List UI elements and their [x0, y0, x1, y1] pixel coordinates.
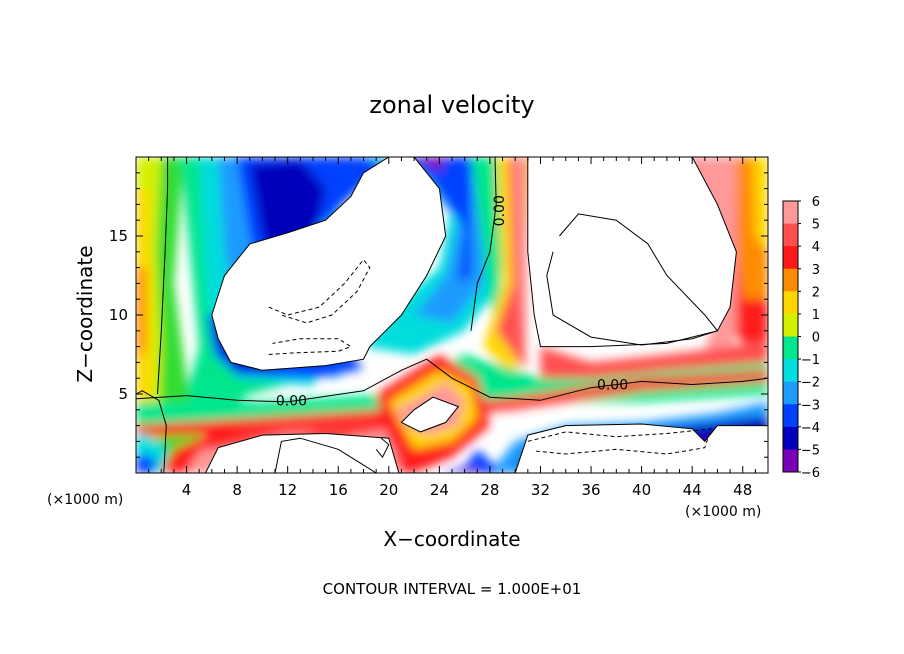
colorbar-label-10: −4 — [801, 421, 820, 436]
colorbar-label-6: 0 — [812, 331, 820, 346]
x-unit-left: (×1000 m) — [47, 492, 123, 508]
saturated-region-0 — [211, 157, 447, 371]
saturated-region-2 — [204, 432, 400, 473]
saturated-region-1 — [527, 157, 737, 348]
x-tick-label-3: 16 — [329, 481, 348, 499]
contour-line-6 — [375, 437, 390, 459]
contour-label-1: 0.00 — [492, 195, 508, 226]
contour-line-1 — [157, 157, 169, 395]
x-tick-label-0: 4 — [182, 481, 192, 499]
colorbar-swatch-9 — [783, 404, 798, 428]
x-tick-label-7: 32 — [531, 481, 550, 499]
colorbar-label-0: 6 — [812, 195, 820, 210]
colorbar-label-7: −1 — [801, 353, 820, 368]
colorbar-label-9: −3 — [801, 398, 820, 413]
colorbar-swatch-7 — [783, 359, 798, 383]
saturated-region-4 — [400, 396, 460, 433]
x-tick-label-10: 44 — [683, 481, 702, 499]
x-tick-label-5: 24 — [430, 481, 449, 499]
colorbar-label-2: 4 — [812, 240, 820, 255]
contour-line-7 — [268, 258, 371, 324]
contour-lines — [136, 157, 768, 473]
colorbar-swatch-2 — [783, 246, 798, 270]
x-tick-label-2: 12 — [278, 481, 297, 499]
field-region-32 — [439, 449, 503, 473]
colorbar-label-12: −6 — [801, 466, 820, 481]
colorbar-swatch-0 — [783, 201, 798, 225]
contour-line-4 — [546, 213, 719, 346]
colorbar-label-1: 5 — [812, 218, 820, 233]
x-axis: 4 8 12 16 20 24 28 32 36 40 44 48 — [148, 157, 756, 499]
x-tick-label-6: 28 — [480, 481, 499, 499]
x-tick-label-4: 20 — [379, 481, 398, 499]
contour-label-2: 0.00 — [597, 378, 628, 394]
y-tick-label-1: 10 — [109, 306, 128, 324]
colorbar-label-5: 1 — [812, 308, 820, 323]
field-region-14 — [414, 157, 446, 173]
colorbar-swatch-3 — [783, 268, 798, 292]
x-tick-label-1: 8 — [232, 481, 242, 499]
field-region-18 — [515, 157, 526, 363]
colorbar-swatch-5 — [783, 313, 798, 337]
contour-line-2 — [136, 358, 768, 403]
colorbar: 6 5 4 3 2 1 0 −1 −2 −3 −4 −5 −6 — [782, 195, 820, 481]
colorbar-swatch-6 — [783, 336, 798, 360]
colorbar-swatch-11 — [783, 449, 798, 473]
saturated-region-3 — [514, 423, 768, 473]
colorbar-label-4: 2 — [812, 285, 820, 300]
contour-label-0: 0.00 — [276, 393, 307, 409]
field-region-38 — [540, 338, 768, 379]
contour-line-0 — [136, 390, 167, 473]
x-tick-label-8: 36 — [581, 481, 600, 499]
field-region-25 — [136, 454, 155, 473]
contour-label-group: 0.00 0.00 0.00 — [276, 195, 628, 409]
field-region-13 — [401, 157, 471, 284]
y-axis-label: Z−coordinate — [73, 245, 97, 382]
contour-line-8 — [268, 338, 353, 355]
y-tick-label-0: 5 — [118, 385, 128, 403]
chart-title: zonal velocity — [369, 91, 534, 119]
y-axis: 5 10 15 — [109, 172, 768, 458]
colorbar-swatch-1 — [783, 223, 798, 247]
colorbar-label-3: 3 — [812, 263, 820, 278]
field-region-37 — [752, 157, 768, 252]
plot-area — [136, 157, 768, 473]
colorbar-label-11: −5 — [801, 443, 820, 458]
contour-interval-note: CONTOUR INTERVAL = 1.000E+01 — [323, 580, 582, 598]
field-region-33 — [452, 468, 484, 473]
colorbar-swatch-8 — [783, 381, 798, 405]
colorbar-swatch-4 — [783, 291, 798, 315]
x-unit-right: (×1000 m) — [685, 504, 761, 520]
contour-line-3 — [470, 157, 497, 331]
contour-line-5 — [274, 437, 377, 473]
x-tick-label-9: 40 — [632, 481, 651, 499]
contour-line-9 — [527, 428, 712, 455]
colorbar-swatch-10 — [783, 426, 798, 450]
colorbar-label-8: −2 — [801, 376, 820, 391]
y-tick-label-2: 15 — [109, 227, 128, 245]
x-tick-label-11: 48 — [733, 481, 752, 499]
x-axis-label: X−coordinate — [383, 527, 520, 551]
